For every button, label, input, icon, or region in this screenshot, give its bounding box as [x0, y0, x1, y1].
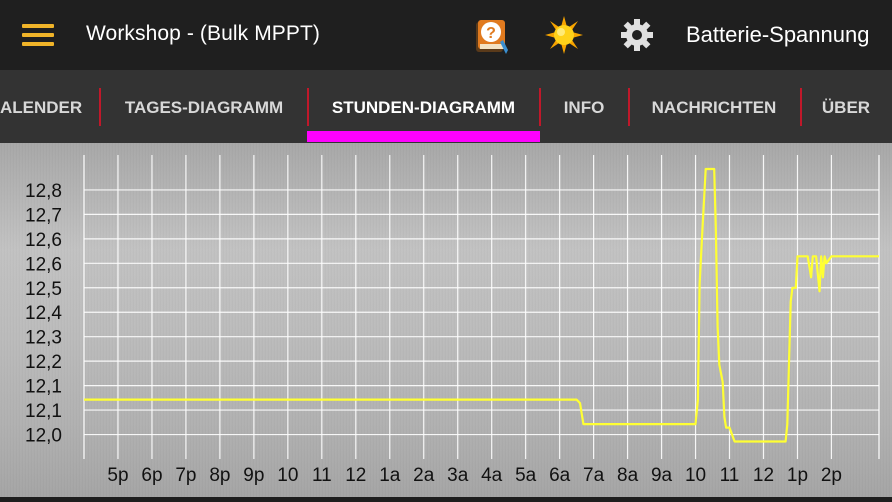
- y-tick-label: 12,2: [25, 352, 62, 373]
- x-tick-label: 5a: [515, 465, 537, 486]
- x-tick-label: 10: [277, 465, 298, 486]
- x-tick-label: 12: [753, 465, 774, 486]
- y-tick-label: 12,3: [25, 328, 62, 349]
- x-tick-label: 10: [685, 465, 706, 486]
- x-tick-label: 9p: [243, 465, 264, 486]
- voltage-series-line: [84, 167, 879, 443]
- x-tick-label: 7p: [175, 465, 196, 486]
- x-tick-label: 3a: [447, 465, 469, 486]
- tab-separator: [539, 88, 541, 126]
- app-bar: Workshop - (Bulk MPPT) ?: [0, 0, 892, 70]
- tab-separator: [628, 88, 630, 126]
- active-tab-indicator: [307, 131, 540, 142]
- y-tick-label: 12,6: [25, 254, 62, 275]
- help-book-icon[interactable]: ?: [470, 14, 512, 56]
- tab-nachrichten[interactable]: NACHRICHTEN: [651, 98, 777, 117]
- y-tick-label: 12,1: [25, 401, 62, 422]
- y-tick-label: 12,4: [25, 303, 62, 324]
- chart-canvas: 12,0 12,1 12,1 12,2 12,3 12,4 12,5 12,6 12,6 12,7…: [25, 155, 880, 486]
- y-tick-label: 12,6: [25, 230, 62, 251]
- y-tick-label: 12,5: [25, 279, 62, 300]
- tab-separator: [800, 88, 802, 126]
- tab-separator: [99, 88, 101, 126]
- page-title: Workshop - (Bulk MPPT): [86, 22, 321, 45]
- tab-tages-diagramm[interactable]: TAGES-DIAGRAMM: [124, 98, 284, 117]
- svg-text:?: ?: [486, 25, 496, 42]
- tab-ueber[interactable]: ÜBER: [821, 98, 871, 117]
- tab-kalender[interactable]: ALENDER: [0, 98, 83, 117]
- x-tick-label: 7a: [583, 465, 605, 486]
- x-tick-label: 12: [345, 465, 366, 486]
- y-tick-label: 12,8: [25, 181, 62, 202]
- status-label: Batterie-Spannung: [686, 22, 870, 47]
- y-tick-label: 12,7: [25, 205, 62, 226]
- x-tick-label: 1p: [787, 465, 808, 486]
- tab-bar: ALENDER TAGES-DIAGRAMM STUNDEN-DIAGRAMM …: [0, 70, 892, 143]
- x-tick-label: 4a: [481, 465, 503, 486]
- sun-icon[interactable]: [543, 14, 585, 56]
- x-tick-label: 2a: [413, 465, 435, 486]
- x-tick-label: 6a: [549, 465, 571, 486]
- x-tick-label: 11: [720, 465, 740, 486]
- y-tick-label: 12,0: [25, 426, 62, 447]
- hourly-chart: 12,0 12,1 12,1 12,2 12,3 12,4 12,5 12,6 12,6 12,7…: [0, 143, 892, 497]
- gear-icon[interactable]: [616, 14, 658, 56]
- x-tick-label: 8p: [209, 465, 230, 486]
- x-tick-label: 11: [312, 465, 332, 486]
- x-tick-label: 8a: [617, 465, 639, 486]
- tab-stunden-diagramm[interactable]: STUNDEN-DIAGRAMM: [331, 98, 516, 117]
- tab-separator: [307, 88, 309, 126]
- x-tick-label: 6p: [141, 465, 162, 486]
- x-tick-label: 2p: [821, 465, 842, 486]
- x-tick-label: 5p: [107, 465, 128, 486]
- x-tick-label: 9a: [651, 465, 673, 486]
- x-tick-label: 1a: [379, 465, 401, 486]
- tab-info[interactable]: INFO: [563, 98, 605, 117]
- menu-icon[interactable]: [22, 24, 54, 46]
- y-tick-label: 12,1: [25, 377, 62, 398]
